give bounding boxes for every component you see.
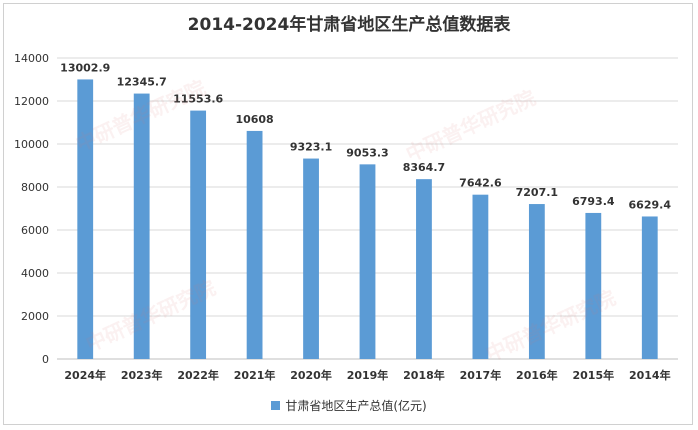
bar [585,212,602,359]
x-tick-label: 2024年 [64,368,106,382]
x-tick-label: 2021年 [234,368,276,382]
y-tick-label: 2000 [21,310,49,323]
data-label: 6793.4 [572,195,615,208]
bar [641,216,658,359]
bar [77,79,94,359]
data-label: 11553.6 [173,93,223,106]
y-tick-label: 10000 [14,138,49,151]
bar [133,93,150,360]
x-tick-label: 2016年 [516,368,558,382]
y-tick-label: 8000 [21,181,49,194]
bar [416,179,432,359]
x-tick-label: 2015年 [573,368,615,382]
bar [472,194,489,359]
y-tick-label: 14000 [14,52,49,65]
x-tick-label: 2020年 [290,368,332,382]
x-tick-label: 2019年 [347,368,389,382]
data-label: 9323.1 [290,141,332,154]
bar [303,158,319,359]
data-label: 6629.4 [629,198,672,211]
chart-frame [3,3,693,425]
y-tick-label: 12000 [14,95,49,108]
legend-swatch [271,401,281,410]
x-tick-label: 2022年 [177,368,219,382]
data-label: 8364.7 [403,161,445,174]
x-tick-label: 2023年 [121,368,163,382]
chart-title: 2014-2024年甘肃省地区生产总值数据表 [187,15,511,35]
y-tick-label: 4000 [21,267,49,280]
data-label: 10608 [235,113,273,126]
bar [190,110,207,360]
data-label: 7642.6 [459,177,502,190]
data-label: 13002.9 [60,61,110,74]
legend-label: 甘肃省地区生产总值(亿元) [285,399,427,413]
y-tick-label: 0 [42,353,49,366]
data-label: 12345.7 [117,76,167,89]
data-label: 9053.3 [346,146,388,159]
bar [246,130,263,359]
y-tick-label: 6000 [21,224,49,237]
bar [528,204,545,359]
x-tick-label: 2017年 [460,368,502,382]
x-tick-label: 2014年 [629,368,671,382]
x-tick-label: 2018年 [403,368,445,382]
bar [359,164,376,359]
legend: 甘肃省地区生产总值(亿元) [0,397,698,414]
data-label: 7207.1 [516,186,558,199]
